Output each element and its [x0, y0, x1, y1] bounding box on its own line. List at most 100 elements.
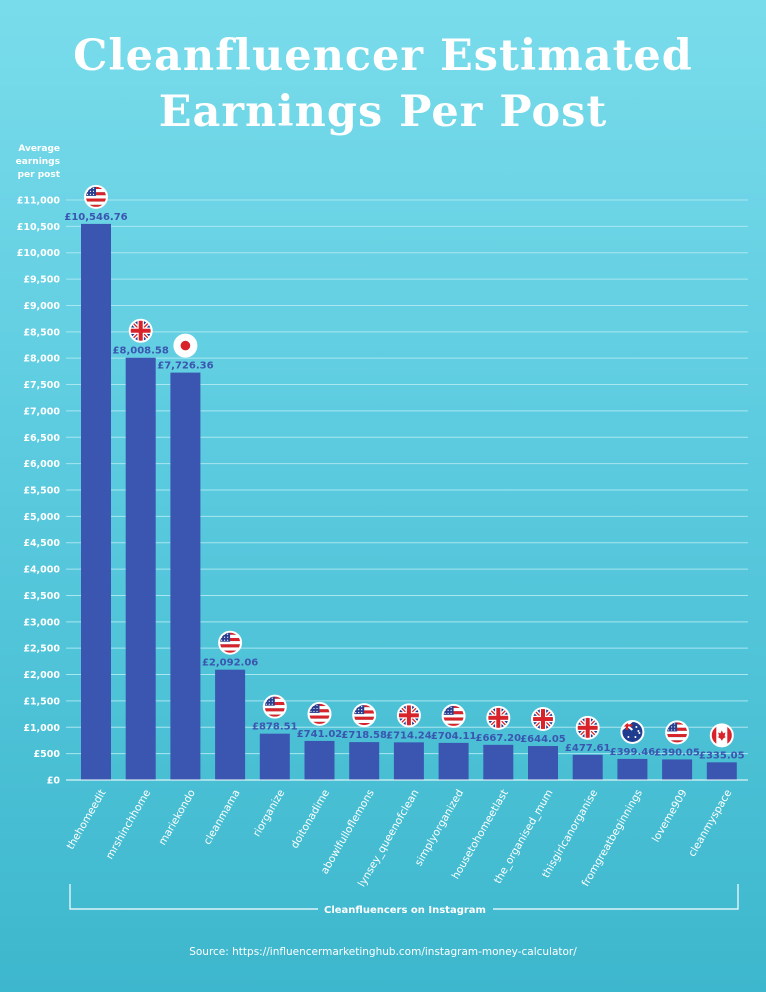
flag-star [310, 710, 312, 713]
y-tick-label: £1,500 [23, 696, 60, 707]
flag-star [674, 723, 676, 725]
flag-star [313, 710, 315, 713]
flag-fill [621, 721, 643, 743]
data-label: £8,008.58 [113, 346, 169, 357]
flag-star [268, 703, 270, 705]
bar-cleanmyspace [706, 762, 737, 780]
flag-star [634, 735, 637, 738]
flag-star [444, 712, 446, 714]
y-tick-label: £500 [34, 749, 61, 760]
y-tick-label: £7,500 [23, 380, 60, 391]
chart-title-text: Cleanfluencer Estimated Earnings Per Pos… [73, 31, 693, 137]
flag-star [227, 636, 229, 638]
flag-star [450, 712, 452, 714]
flag-star [92, 193, 95, 195]
y-tick-label: £2,500 [23, 644, 60, 655]
flag-cross-red [625, 721, 628, 730]
x-axis-bracket [69, 884, 739, 910]
flag-star [224, 636, 226, 638]
flag-us-icon [352, 703, 377, 728]
x-tick-label: doitonadime [289, 788, 332, 851]
flag-uk-icon [575, 715, 600, 740]
flag-fill [174, 335, 196, 357]
flag-stripe [666, 734, 688, 738]
flag-uk-icon [486, 705, 511, 730]
flag-star [316, 710, 318, 713]
flag-star [358, 709, 360, 711]
flag-uk-icon [128, 318, 153, 343]
flag-star [635, 725, 638, 728]
flag-fill [666, 721, 688, 743]
flag-ring [665, 720, 690, 745]
flag-star [361, 706, 363, 708]
flag-star [355, 712, 357, 714]
flag-stripe [85, 198, 107, 202]
flag-star [361, 709, 363, 711]
x-tick-label: riorganize [251, 788, 288, 839]
y-tick-label: £11,000 [17, 196, 61, 207]
flag-ring [84, 184, 108, 209]
x-tick-label: simplyorganized [413, 788, 467, 869]
y-tick-label: £8,000 [23, 354, 60, 365]
y-tick-label: £7,000 [23, 406, 60, 417]
flag-star [92, 190, 95, 192]
flag-star [89, 193, 92, 195]
flag-stripe [85, 195, 107, 199]
flag-star [224, 639, 226, 641]
flag-star [86, 193, 89, 195]
flag-ring [486, 705, 511, 730]
flag-stripe [219, 644, 241, 648]
flag-cross-red [541, 708, 545, 730]
flag-star [450, 706, 452, 708]
bar-the_organised_mum [528, 746, 558, 780]
flag-star [671, 729, 673, 731]
flag-us-icon [84, 184, 108, 209]
data-label: £390.05 [654, 747, 700, 758]
flag-stripe [309, 712, 330, 716]
flag-ca-icon [709, 723, 734, 748]
flag-stripe [353, 716, 375, 720]
flag-us-icon [307, 701, 332, 726]
flag-star [358, 712, 360, 714]
x-tick-label: mrshinchhome [104, 788, 154, 862]
y-tick-label: £5,000 [23, 512, 60, 523]
y-tick-label: £10,000 [17, 248, 61, 259]
flag-star [265, 703, 267, 705]
flag-stripe [264, 708, 286, 712]
bar-thehomeedit [81, 223, 111, 781]
flag-ring [352, 703, 377, 728]
flag-star [638, 731, 641, 734]
data-label: £335.05 [699, 750, 745, 761]
flag-cross-red [138, 320, 143, 342]
flag-ring [173, 333, 198, 358]
flag-ring [128, 318, 153, 343]
flag-ring [262, 694, 287, 719]
flag-star [271, 703, 273, 705]
bar-loveme909 [662, 759, 693, 780]
data-label: £714.24 [386, 730, 432, 741]
flag-stripe [666, 737, 688, 741]
data-label: £704.11 [431, 731, 477, 742]
data-label: £10,546.76 [64, 212, 127, 223]
bar-mrshinchhome [125, 357, 156, 780]
y-tick-label: £6,000 [23, 459, 60, 470]
flag-us-icon [441, 703, 466, 728]
flag-star [227, 633, 229, 635]
flag-star [268, 700, 270, 702]
flag-jp-icon [173, 333, 198, 358]
flag-star [316, 704, 318, 707]
y-tick-label: £4,500 [23, 538, 60, 549]
flag-us-icon [262, 694, 287, 719]
data-label: £399.46 [610, 747, 656, 758]
flag-leaf [717, 730, 726, 741]
flag-stripe [353, 713, 375, 717]
flag-stripe [264, 705, 286, 709]
flag-star [674, 726, 676, 728]
flag-star [361, 712, 363, 714]
y-tick-label: £5,500 [23, 486, 60, 497]
flag-fill [264, 696, 286, 718]
flag-star [313, 707, 315, 710]
bar-fromgreatbeginnings [617, 758, 648, 780]
flag-band [711, 724, 717, 746]
flag-uk-icon [396, 703, 421, 728]
